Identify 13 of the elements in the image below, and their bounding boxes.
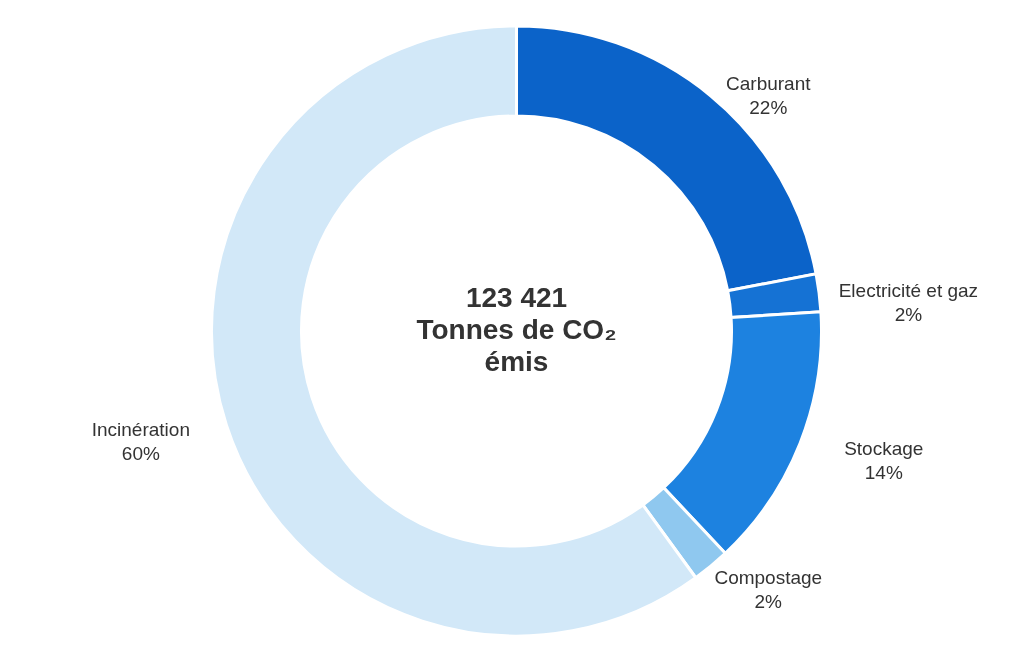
data-label: 60%	[121, 442, 160, 464]
slice-label: Compostage	[714, 566, 823, 588]
data-label: 2%	[754, 590, 783, 612]
text: émis	[484, 346, 549, 377]
slice-label: Stockage	[844, 437, 924, 459]
data-label: 14%	[864, 461, 903, 483]
data-label: 22%	[749, 97, 788, 119]
text: Tonnes de CO₂	[416, 314, 617, 345]
slice-label: Carburant	[726, 73, 812, 95]
slice-label: Electricité et gaz	[838, 279, 979, 301]
text: 123 421	[465, 282, 568, 313]
slice-label: Incinération	[91, 418, 190, 440]
data-label: 2%	[894, 303, 923, 325]
